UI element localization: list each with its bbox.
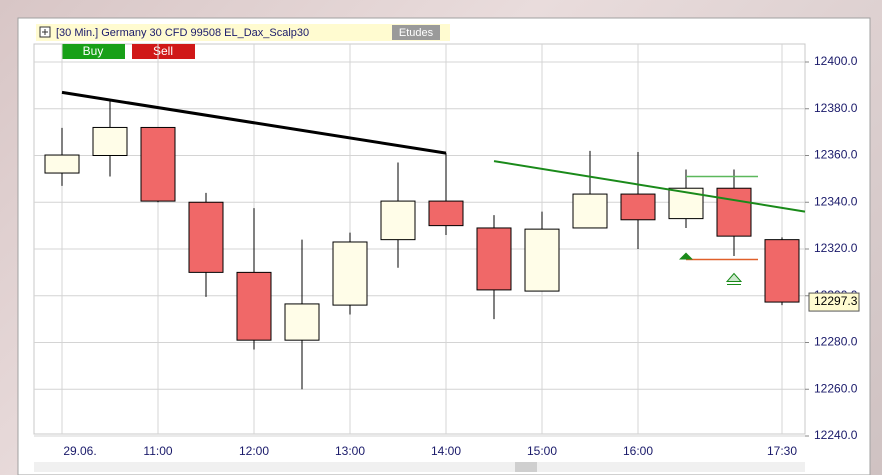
candle-body: [332, 241, 368, 306]
buy-button[interactable]: [62, 44, 125, 59]
x-tick-label: 29.06.: [63, 444, 96, 458]
x-tick-label: 14:00: [431, 444, 461, 458]
last-price-label: 12297.3: [814, 294, 858, 308]
candle-body: [428, 200, 464, 227]
etudes-button[interactable]: [392, 25, 440, 40]
candle-body: [620, 193, 656, 221]
buy-label: Buy: [83, 44, 104, 58]
x-tick-label: 11:00: [143, 444, 172, 458]
candle-body: [572, 193, 608, 229]
candle-body: [716, 187, 752, 237]
x-tick-label: 13:00: [335, 444, 365, 458]
candle-body: [188, 201, 224, 273]
y-tick-label: 12240.0: [814, 428, 858, 442]
trendline: [61, 90, 447, 155]
etudes-label: Etudes: [399, 27, 434, 39]
x-tick-label: 12:00: [239, 444, 269, 458]
candle-body: [476, 227, 512, 291]
y-tick-label: 12360.0: [814, 148, 858, 162]
y-tick-label: 12320.0: [814, 241, 858, 255]
y-tick-label: 12340.0: [814, 194, 858, 208]
candle-body: [236, 271, 272, 341]
scroll-thumb[interactable]: [515, 462, 537, 472]
y-tick-label: 12280.0: [814, 335, 858, 349]
candle-body: [92, 126, 128, 156]
candle-body: [140, 126, 176, 202]
y-tick-label: 12400.0: [814, 54, 858, 68]
entry-marker: [679, 252, 693, 260]
last-price-box: [808, 292, 860, 312]
candle-body: [524, 228, 560, 292]
y-tick-label: 12380.0: [814, 101, 858, 115]
sell-label: Sell: [153, 44, 173, 58]
scrollbar[interactable]: [34, 462, 805, 472]
x-tick-label: 15:00: [527, 444, 557, 458]
candle-body: [284, 303, 320, 341]
y-tick-label: 12260.0: [814, 381, 858, 395]
plot-area: [33, 43, 806, 435]
target-marker: [725, 272, 743, 286]
x-tick-label: 17:30: [767, 444, 797, 458]
candle-body: [380, 200, 416, 241]
chart-title: [30 Min.] Germany 30 CFD 99508 EL_Dax_Sc…: [56, 27, 309, 39]
trendline: [493, 160, 806, 213]
sell-button[interactable]: [132, 44, 195, 59]
x-tick-label: 16:00: [623, 444, 653, 458]
header-bg: [36, 24, 450, 41]
candle-body: [44, 154, 80, 174]
candle-body: [764, 239, 800, 303]
